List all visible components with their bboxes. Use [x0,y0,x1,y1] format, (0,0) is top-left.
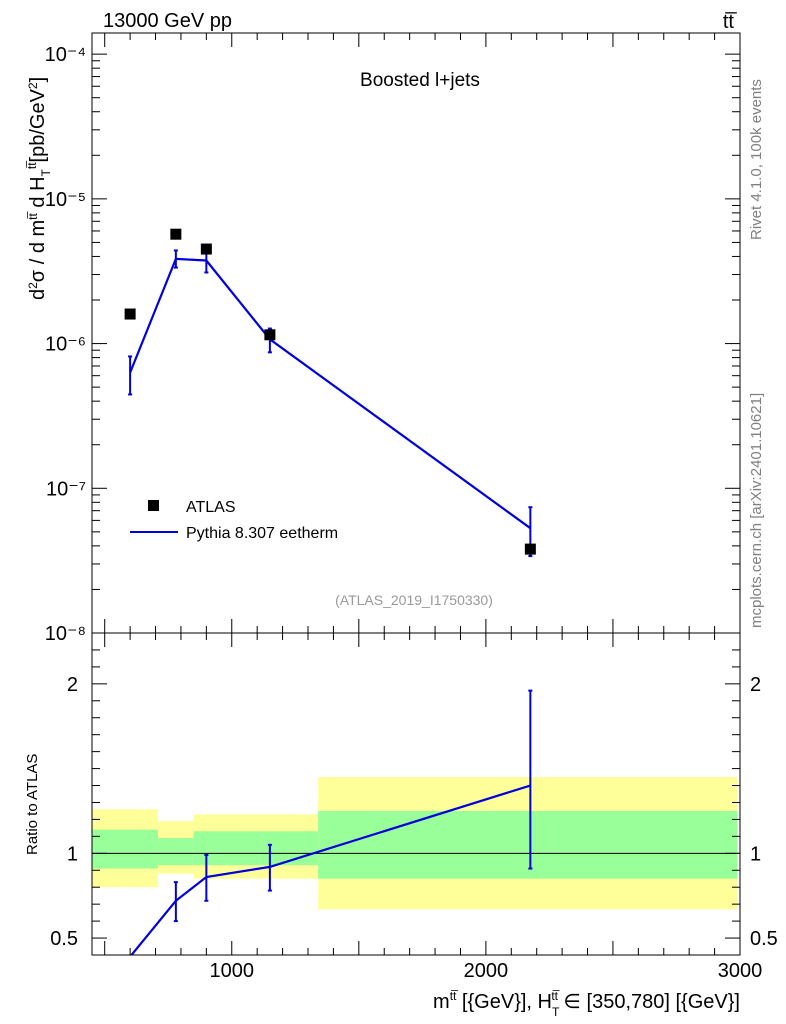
process-label: tt̅ [723,11,737,33]
main-y-tick-label: 10⁻⁶ [45,334,86,356]
main-panel: 10⁻⁸ 10⁻⁷ 10⁻⁶ 10⁻⁵ 10⁻⁴ Boosted l+jets d2σ … [25,32,741,645]
ratio-x-tick-label: 3000 [718,960,763,982]
ratio-band-inner [158,838,194,866]
ratio-y-axis-label: Ratio to ATLAS [24,754,41,855]
ratio-uncertainty-bands [92,777,738,910]
main-frame [91,32,741,634]
main-y-tick-label: 10⁻⁵ [45,189,86,211]
main-data-point [200,243,212,255]
ratio-tick-labels: 0.5 0.5 1 1 2 2 1000 2000 3000 [50,674,778,982]
ratio-y-tick-label: 0.5 [50,928,78,950]
ratio-band-inner [92,829,159,869]
legend-data-label: ATLAS [186,499,236,516]
ratio-frame [91,632,741,956]
main-y-tick-label: 10⁻⁷ [46,478,86,500]
ratio-y-tick-label-right: 0.5 [750,928,778,950]
main-mc-line [129,257,531,530]
main-data-point [264,329,276,341]
ratio-panel: 0.5 0.5 1 1 2 2 1000 2000 3000 Ratio to ATLAS mt… [24,632,778,1019]
main-y-tick-label: 10⁻⁸ [45,623,86,645]
legend-data-marker [148,500,159,511]
main-data-point [170,228,182,240]
main-data-series [124,228,536,557]
ratio-y-tick-label-right: 1 [750,843,761,865]
main-data-point [124,308,136,320]
energy-label: 13000 GeV pp [103,10,232,32]
ratio-x-axis-label: mtt̅ [{GeV}], HTtt̅ ∈ [350,780] [{GeV}] [433,989,740,1019]
main-y-tick-label: 10⁻⁴ [45,44,86,66]
ratio-band-inner [193,831,319,866]
main-axis-ticks [92,33,741,634]
ratio-mc-series [130,689,533,955]
main-data-point [524,543,536,555]
source-label: mcplots.cern.ch [arXiv:2401.10621] [748,393,765,628]
ratio-band-inner [318,810,738,879]
ratio-axis-ticks [92,632,741,956]
ratio-x-tick-label: 2000 [464,960,509,982]
main-title: Boosted l+jets [360,70,480,91]
rivet-label: Rivet 4.1.0, 100k events [748,79,765,240]
analysis-id: (ATLAS_2019_I1750330) [335,592,493,608]
ratio-x-tick-label: 1000 [210,960,255,982]
main-y-axis-label: d2σ / d mtt̅ d HTtt̅[pb/GeV2] [25,77,53,300]
legend-mc-label: Pythia 8.307 eetherm [186,525,338,542]
ratio-y-tick-label-right: 2 [750,674,761,696]
ratio-y-tick-label: 1 [67,843,78,865]
legend: ATLAS Pythia 8.307 eetherm [130,499,338,542]
ratio-y-tick-label: 2 [67,674,78,696]
main-y-tick-labels: 10⁻⁸ 10⁻⁷ 10⁻⁶ 10⁻⁵ 10⁻⁴ [45,44,86,645]
